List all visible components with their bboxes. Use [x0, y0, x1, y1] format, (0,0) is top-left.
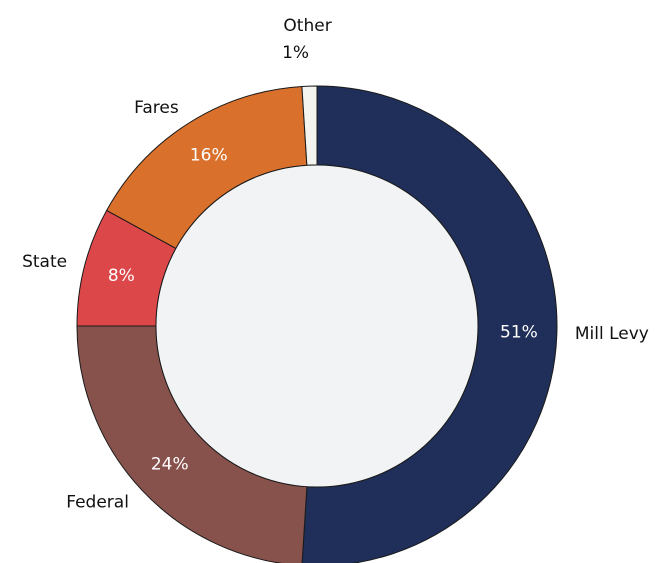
- value-label: 8%: [108, 266, 135, 286]
- value-label: 24%: [151, 454, 189, 474]
- slice-label: Fares: [134, 98, 179, 118]
- value-label: 1%: [282, 43, 309, 63]
- slice-label: Mill Levy: [575, 324, 649, 344]
- value-label: 51%: [500, 322, 538, 342]
- value-label: 16%: [190, 145, 228, 165]
- donut-hole: [155, 164, 479, 488]
- slice-label: Federal: [66, 493, 129, 513]
- slice-label: State: [22, 252, 67, 272]
- slice-label: Other: [283, 16, 331, 36]
